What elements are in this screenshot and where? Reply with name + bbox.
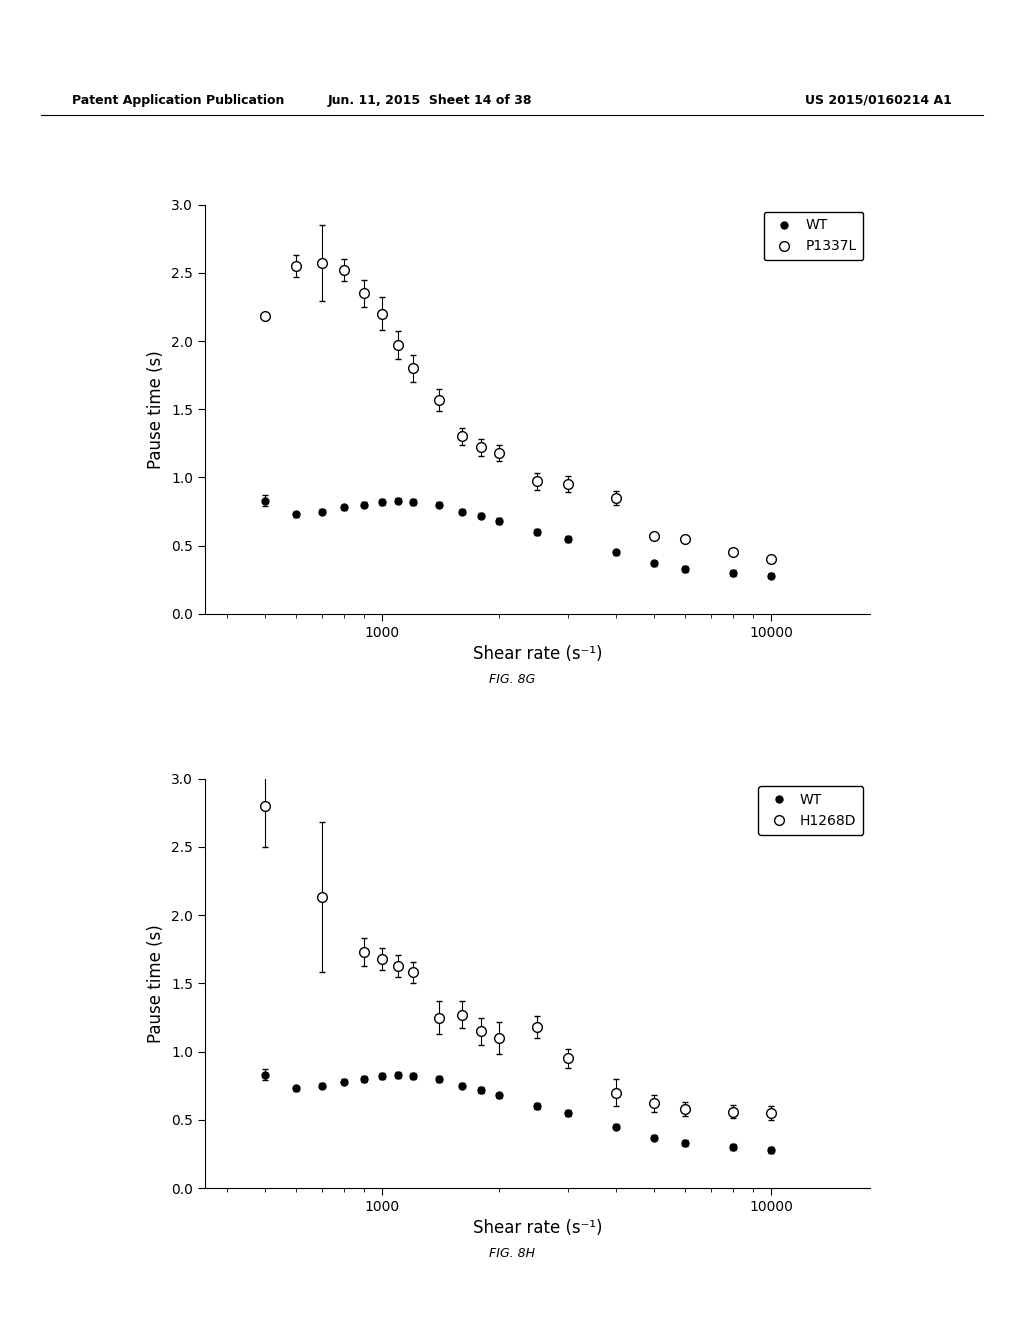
X-axis label: Shear rate (s⁻¹): Shear rate (s⁻¹) — [473, 645, 602, 663]
Text: FIG. 8G: FIG. 8G — [488, 673, 536, 686]
Text: Jun. 11, 2015  Sheet 14 of 38: Jun. 11, 2015 Sheet 14 of 38 — [328, 94, 532, 107]
Legend: WT, P1337L: WT, P1337L — [764, 211, 863, 260]
Text: Patent Application Publication: Patent Application Publication — [72, 94, 284, 107]
Text: US 2015/0160214 A1: US 2015/0160214 A1 — [806, 94, 952, 107]
Y-axis label: Pause time (s): Pause time (s) — [147, 350, 166, 469]
X-axis label: Shear rate (s⁻¹): Shear rate (s⁻¹) — [473, 1220, 602, 1237]
Y-axis label: Pause time (s): Pause time (s) — [147, 924, 166, 1043]
Text: FIG. 8H: FIG. 8H — [489, 1247, 535, 1261]
Legend: WT, H1268D: WT, H1268D — [759, 785, 863, 834]
